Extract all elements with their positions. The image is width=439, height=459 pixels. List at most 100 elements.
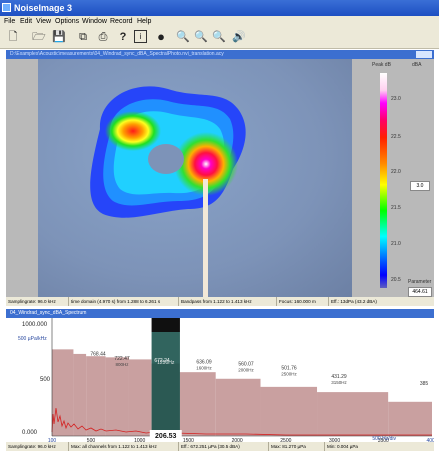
status-focus: Focus: 160.000 m	[276, 297, 318, 306]
scale-value-input[interactable]: 3.0	[410, 181, 430, 191]
status-eff: Eff.: 13dPa (43.2 dBA)	[328, 297, 379, 306]
app-title-bar: NoiseImage 3	[0, 0, 439, 16]
scale-label-22: 22.0	[391, 169, 401, 175]
menu-options[interactable]: Options	[55, 18, 80, 25]
band-value-label: 722.47	[114, 356, 130, 362]
band-value-label: 672.24	[154, 358, 170, 364]
band-bar	[317, 392, 389, 436]
zoom-reset-icon[interactable]: 🔍	[212, 31, 226, 43]
new-file-icon[interactable]: 🗋	[8, 31, 18, 43]
y-tick-0: 0.000	[22, 430, 38, 436]
selection-band-label: 1250Hz	[157, 360, 175, 366]
speaker-icon[interactable]: 🔊	[232, 31, 246, 43]
status2-min: Min: 0.004 µPa	[324, 442, 360, 451]
document-title-bar: D:\Examples\Acoustic\measurements\04_Win…	[6, 50, 434, 59]
selection-value: 206.53	[155, 433, 177, 440]
open-folder-icon[interactable]: 🗁	[32, 31, 46, 43]
band-value-label: 385	[420, 381, 429, 387]
scale-bottom-caption: Parameter	[408, 279, 432, 285]
band-bar	[128, 359, 152, 436]
band-bar	[105, 357, 129, 436]
spectrum-title: 04_Windrad_sync_dBA_Spectrum	[10, 310, 87, 316]
help-icon[interactable]: ?	[119, 31, 127, 43]
scale-header-right: dBA	[412, 62, 422, 68]
x-tick-label: 2000	[232, 438, 243, 442]
x-tick-label: 100	[48, 438, 57, 442]
x-tick-label: 2500	[280, 438, 291, 442]
band-name-label: 2500Hz	[281, 371, 297, 376]
status2-eff: Eff.: 672.251 µPa (30.5 dBA)	[178, 442, 242, 451]
image-status-bar: Samplingrate: 96.0 kHz time domain (4.97…	[6, 297, 434, 306]
menu-window[interactable]: Window	[82, 18, 107, 25]
status2-samplingrate: Samplingrate: 96.0 kHz	[8, 444, 56, 449]
save-icon[interactable]: 💾	[52, 31, 66, 43]
status-samplingrate: Samplingrate: 96.0 kHz	[8, 299, 56, 304]
band-value-label: 431.29	[331, 374, 347, 380]
spectrum-chart[interactable]: 1000.000 500 µPa/kHz 500 0.000 100 500 100…	[6, 318, 438, 444]
app-title: NoiseImage 3	[14, 3, 73, 13]
selection-band[interactable]	[151, 332, 180, 436]
band-bar	[179, 372, 216, 436]
band-bar	[73, 353, 87, 436]
band-bar	[388, 401, 432, 436]
print-icon[interactable]: ⎙	[98, 31, 108, 43]
acoustic-image-pane[interactable]: Peak dB dBA 23.0 22.5 22.0 21.5 21.0 20.…	[6, 59, 434, 297]
x-tick-label: 3000	[329, 438, 340, 442]
band-value-label: 501.76	[281, 365, 297, 371]
y-tick-1000: 1000.000	[22, 322, 48, 328]
band-bar	[260, 386, 318, 436]
scale-bottom-value[interactable]: 464.61	[408, 287, 432, 297]
zoom-out-icon[interactable]: 🔍	[194, 31, 208, 43]
acoustic-photo[interactable]	[38, 59, 352, 297]
y-unit-label: 500 µPa/kHz	[18, 336, 47, 342]
status-bandpass: Bandpass from 1.122 to 1.413 kHz	[178, 297, 254, 306]
spectrum-status-bar: Samplingrate: 96.0 kHz Max: all channels…	[6, 442, 434, 451]
menu-bar: File Edit View Options Window Record Hel…	[0, 16, 439, 28]
status2-max-channels: Max: all channels from 1.122 to 1.413 kH…	[68, 442, 159, 451]
heatmap-overlay	[90, 86, 246, 297]
x-tick-label: 3500	[378, 438, 389, 442]
app-icon	[2, 3, 11, 12]
selection-value-box	[149, 430, 182, 440]
band-bar	[215, 378, 261, 436]
scale-label-20-5: 20.5	[391, 277, 401, 283]
y-tick-500: 500	[40, 377, 51, 383]
spectrum-svg[interactable]: 1000.000 500 µPa/kHz 500 0.000 100 500 100…	[6, 318, 438, 444]
band-value-label: 560.07	[238, 361, 254, 367]
band-name-label: 1600Hz	[196, 365, 212, 370]
scale-label-22-5: 22.5	[391, 134, 401, 140]
menu-help[interactable]: Help	[137, 18, 152, 25]
document-title: D:\Examples\Acoustic\measurements\04_Win…	[10, 51, 224, 57]
x-tick-label: 4000	[426, 438, 434, 442]
scale-header-left: Peak dB	[372, 62, 391, 68]
record-icon[interactable]: ●	[157, 29, 165, 44]
band-name-label: 800Hz	[115, 362, 129, 367]
x-tick-label: 1500	[183, 438, 194, 442]
narrowband-trace	[51, 407, 432, 436]
band-bar	[52, 349, 74, 436]
spectrum-title-bar: 04_Windrad_sync_dBA_Spectrum	[6, 309, 434, 318]
status-time-domain: time domain (4.970 s) from 1.288 to 6.26…	[68, 297, 162, 306]
scale-label-23: 23.0	[391, 96, 401, 102]
band-bar	[86, 356, 106, 436]
info-icon[interactable]: i	[134, 30, 147, 43]
toolbar: 🗋 🗁 💾 ⧉ ⎙ ? i ● 🔍 🔍 🔍 🔊	[0, 28, 439, 49]
color-scale[interactable]	[380, 73, 387, 288]
menu-file[interactable]: File	[4, 18, 16, 25]
copy-icon[interactable]: ⧉	[79, 31, 87, 43]
zoom-in-icon[interactable]: 🔍	[176, 31, 190, 43]
menu-edit[interactable]: Edit	[20, 18, 33, 25]
band-value-label: 768.44	[90, 351, 106, 357]
menu-view[interactable]: View	[36, 18, 52, 25]
x-tick-label: 500	[87, 438, 96, 442]
window-controls[interactable]	[416, 51, 432, 58]
menu-record[interactable]: Record	[110, 18, 133, 25]
x-unit-label: 500 Hz/div	[372, 436, 396, 442]
band-value-label: 636.09	[196, 359, 212, 365]
selection-header	[151, 318, 180, 332]
x-tick-label: 1000	[134, 438, 145, 442]
status2-max: Max: 81.270 µPa	[268, 442, 308, 451]
scale-label-21-5: 21.5	[391, 205, 401, 211]
band-name-label: 3150Hz	[331, 380, 347, 385]
band-name-label: 2000Hz	[238, 367, 254, 372]
